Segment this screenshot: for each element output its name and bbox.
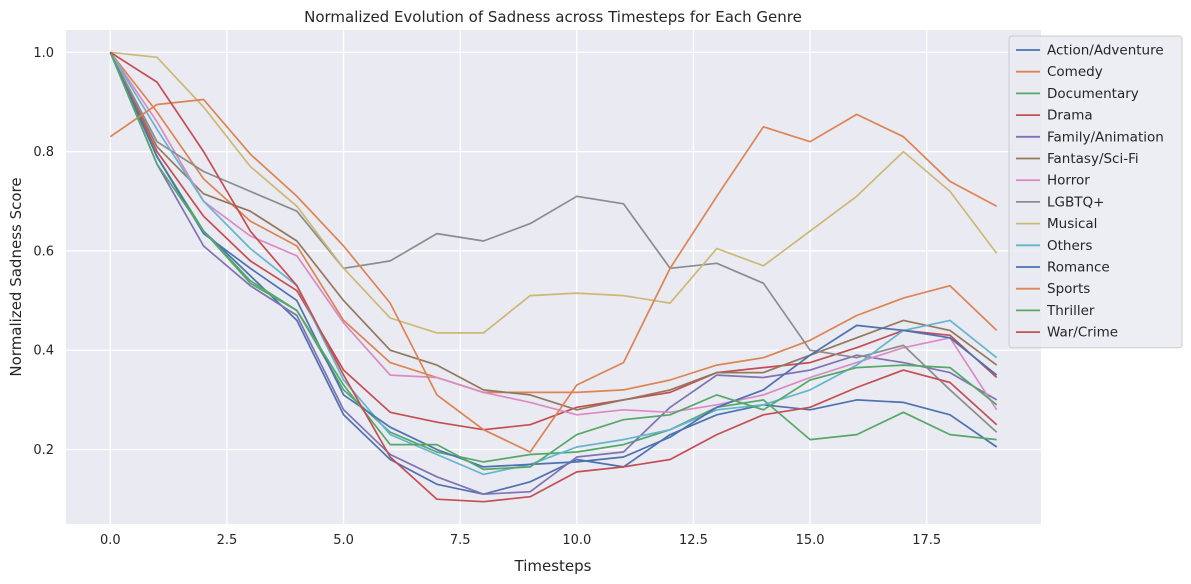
x-tick-label: 2.5 <box>217 533 238 548</box>
grid-lines <box>66 30 1041 524</box>
legend-label-action-adventure: Action/Adventure <box>1047 43 1164 59</box>
y-axis-label: Normalized Sadness Score <box>7 177 25 376</box>
legend-label-documentary: Documentary <box>1047 86 1139 102</box>
legend-label-family-animation: Family/Animation <box>1047 129 1164 145</box>
series-line-comedy <box>109 51 998 394</box>
series-line-war-crime <box>109 51 998 503</box>
legend-label-others: Others <box>1047 238 1092 254</box>
legend-box <box>1008 35 1183 349</box>
series-line-romance <box>109 51 998 468</box>
legend-label-sports: Sports <box>1047 281 1090 297</box>
y-tick-label: 0.4 <box>33 344 54 359</box>
legend-label-war-crime: War/Crime <box>1047 325 1118 341</box>
series-line-drama <box>109 51 998 431</box>
legend-label-romance: Romance <box>1047 260 1110 276</box>
legend-label-fantasy-sci-fi: Fantasy/Sci-Fi <box>1047 151 1139 167</box>
x-tick-label: 5.0 <box>333 533 354 548</box>
series-line-documentary <box>109 51 997 463</box>
legend-label-musical: Musical <box>1047 216 1097 232</box>
y-tick-label: 0.6 <box>33 244 54 259</box>
y-tick-label: 0.2 <box>33 443 54 458</box>
legend-label-drama: Drama <box>1047 108 1093 124</box>
x-tick-label: 10.0 <box>562 533 591 548</box>
series-line-family-animation <box>109 51 998 496</box>
series-line-musical <box>110 51 998 334</box>
series-line-lgbtq <box>109 51 998 433</box>
series-line-fantasy-sci-fi <box>109 51 998 411</box>
x-axis-label: Timesteps <box>514 557 592 575</box>
legend-label-thriller: Thriller <box>1046 303 1095 319</box>
x-axis-ticks: 0.0 2.5 5.0 7.5 10.0 12.5 15.0 17.5 <box>100 533 941 548</box>
legend: Action/Adventure Comedy Documentary Drama Fa… <box>1008 35 1183 349</box>
x-tick-label: 12.5 <box>679 533 708 548</box>
y-axis-ticks: 0.2 0.4 0.6 0.8 1.0 <box>33 46 54 458</box>
series-line-thriller <box>109 51 998 471</box>
legend-label-horror: Horror <box>1047 173 1090 189</box>
x-tick-label: 7.5 <box>450 533 471 548</box>
plot-background <box>66 30 1041 524</box>
x-tick-label: 15.0 <box>796 533 825 548</box>
x-tick-label: 17.5 <box>912 533 941 548</box>
chart-title: Normalized Evolution of Sadness across T… <box>304 8 802 26</box>
series-line-sports <box>109 98 998 453</box>
legend-label-comedy: Comedy <box>1047 64 1103 80</box>
series-lines <box>109 51 998 503</box>
y-tick-label: 1.0 <box>33 46 54 61</box>
y-tick-label: 0.8 <box>33 145 54 160</box>
x-tick-label: 0.0 <box>100 533 121 548</box>
series-line-action-adventure <box>109 51 998 496</box>
legend-label-lgbtq: LGBTQ+ <box>1047 194 1104 210</box>
